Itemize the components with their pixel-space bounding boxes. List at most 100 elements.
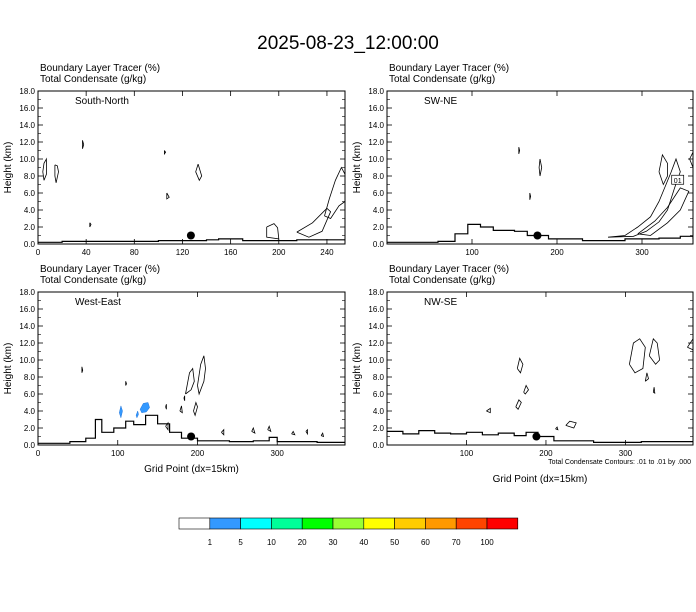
location-marker bbox=[187, 432, 196, 441]
condensate-contour bbox=[164, 150, 167, 156]
condensate-contour bbox=[197, 355, 206, 396]
y-tick-label: 12.0 bbox=[368, 138, 384, 147]
plot-frame bbox=[386, 90, 694, 245]
panel-label: West-East bbox=[75, 297, 121, 308]
y-tick-label: 8.0 bbox=[373, 373, 385, 382]
panel-label: South-North bbox=[75, 96, 129, 107]
y-tick-label: 16.0 bbox=[368, 305, 384, 314]
colorbar-swatch bbox=[363, 517, 395, 530]
colorbar-label: 10 bbox=[267, 538, 276, 547]
y-tick-label: 4.0 bbox=[373, 206, 385, 215]
condensate-contour bbox=[82, 140, 85, 149]
y-tick-label: 2.0 bbox=[373, 223, 385, 232]
plot-area bbox=[38, 140, 345, 243]
colorbar-label: 30 bbox=[329, 538, 338, 547]
y-tick-label: 14.0 bbox=[368, 322, 384, 331]
condensate-contour bbox=[54, 164, 59, 183]
condensate-contour bbox=[183, 395, 186, 401]
y-tick-label: 4.0 bbox=[24, 206, 36, 215]
x-tick-label: 120 bbox=[176, 248, 190, 257]
condensate-contour bbox=[267, 425, 272, 433]
condensate-contour bbox=[320, 432, 325, 438]
panel-1: Boundary Layer Tracer (%)Total Condensat… bbox=[3, 63, 346, 257]
condensate-contour bbox=[629, 338, 646, 374]
condensate-contour bbox=[324, 166, 345, 219]
plot-frame bbox=[37, 90, 346, 245]
condensate-contour bbox=[251, 426, 256, 434]
y-tick-label: 0.0 bbox=[24, 441, 36, 450]
x-tick-label: 200 bbox=[272, 248, 286, 257]
y-tick-label: 6.0 bbox=[24, 390, 36, 399]
condensate-contour bbox=[81, 366, 84, 373]
x-tick-label: 160 bbox=[224, 248, 238, 257]
y-tick-label: 0.0 bbox=[24, 240, 36, 249]
colorbar-label: 40 bbox=[359, 538, 368, 547]
terrain-line bbox=[38, 414, 345, 444]
condensate-contour bbox=[195, 163, 203, 182]
tracer-area bbox=[119, 404, 123, 419]
x-axis-label: Grid Point (dx=15km) bbox=[144, 464, 239, 475]
colorbar-swatch bbox=[425, 517, 457, 530]
y-tick-label: 10.0 bbox=[368, 155, 384, 164]
y-tick-label: 6.0 bbox=[24, 189, 36, 198]
y-tick-label: 18.0 bbox=[368, 288, 384, 297]
y-tick-label: 16.0 bbox=[19, 104, 35, 113]
y-tick-label: 8.0 bbox=[373, 172, 385, 181]
condensate-contour bbox=[165, 421, 169, 431]
y-tick-label: 6.0 bbox=[373, 189, 385, 198]
y-tick-label: 8.0 bbox=[24, 172, 36, 181]
y-axis-label: Height (km) bbox=[3, 343, 14, 395]
y-tick-label: 10.0 bbox=[368, 356, 384, 365]
contour-note: Total Condensate Contours: .01 to .01 by… bbox=[548, 459, 691, 466]
y-tick-label: 4.0 bbox=[24, 407, 36, 416]
condensate-contour bbox=[89, 222, 92, 228]
panel-title-line1: Boundary Layer Tracer (%) bbox=[389, 63, 509, 74]
colorbar-swatch bbox=[455, 517, 488, 530]
y-tick-label: 16.0 bbox=[368, 104, 384, 113]
y-axis-label: Height (km) bbox=[352, 343, 363, 395]
terrain-line bbox=[387, 430, 693, 443]
y-tick-label: 12.0 bbox=[19, 339, 35, 348]
y-tick-label: 0.0 bbox=[373, 441, 385, 450]
colorbar: 1 5 10 20 30 40 50 60 70 100 bbox=[178, 517, 519, 547]
y-tick-label: 14.0 bbox=[19, 121, 35, 130]
y-tick-label: 12.0 bbox=[368, 339, 384, 348]
condensate-contour bbox=[515, 399, 522, 411]
condensate-contour bbox=[607, 157, 681, 238]
colorbar-label: 20 bbox=[298, 538, 307, 547]
condensate-contour bbox=[291, 430, 296, 436]
y-tick-label: 0.0 bbox=[373, 240, 385, 249]
condensate-contour bbox=[538, 158, 543, 177]
panel-3: Boundary Layer Tracer (%)Total Condensat… bbox=[3, 264, 346, 475]
terrain-line bbox=[387, 223, 693, 243]
x-tick-label: 0 bbox=[36, 449, 41, 458]
condensate-contour bbox=[648, 337, 661, 365]
panel-label: SW-NE bbox=[424, 96, 457, 107]
y-tick-label: 4.0 bbox=[373, 407, 385, 416]
location-marker bbox=[186, 231, 195, 240]
condensate-contour bbox=[42, 157, 47, 181]
x-tick-label: 80 bbox=[130, 248, 139, 257]
condensate-contour bbox=[486, 407, 491, 414]
x-tick-label: 300 bbox=[619, 449, 633, 458]
x-tick-label: 300 bbox=[271, 449, 285, 458]
panel-title-line2: Total Condensate (g/kg) bbox=[389, 275, 495, 286]
x-tick-label: 200 bbox=[191, 449, 205, 458]
condensate-contour bbox=[644, 372, 649, 382]
tracer-area bbox=[139, 402, 150, 413]
y-tick-label: 10.0 bbox=[19, 155, 35, 164]
colorbar-label: 60 bbox=[421, 538, 430, 547]
condensate-contour bbox=[652, 387, 656, 394]
colorbar-swatch bbox=[178, 517, 211, 530]
x-tick-label: 200 bbox=[550, 248, 564, 257]
y-tick-label: 10.0 bbox=[19, 356, 35, 365]
condensate-contour bbox=[305, 428, 308, 436]
y-tick-label: 2.0 bbox=[373, 424, 385, 433]
tracer-area bbox=[135, 410, 139, 419]
y-axis-label: Height (km) bbox=[352, 142, 363, 194]
condensate-contour bbox=[689, 152, 693, 168]
panel-4: Boundary Layer Tracer (%)Total Condensat… bbox=[352, 264, 694, 485]
condensate-contour bbox=[179, 405, 183, 414]
condensate-contour bbox=[687, 338, 693, 351]
